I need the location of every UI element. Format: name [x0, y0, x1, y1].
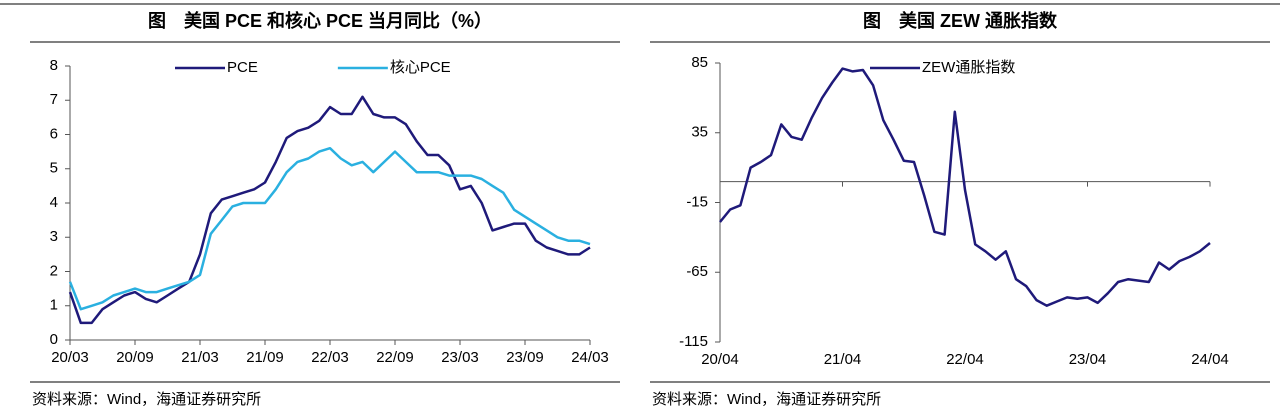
x-tick-label: 23/03 — [441, 349, 479, 366]
x-tick-label: 23/04 — [1069, 351, 1107, 368]
y-tick-label: 1 — [50, 297, 58, 314]
x-tick-label: 21/04 — [824, 351, 862, 368]
x-tick-label: 21/03 — [181, 349, 219, 366]
y-tick-label: 85 — [691, 54, 708, 71]
y-tick-label: 3 — [50, 228, 58, 245]
y-tick-label: 6 — [50, 125, 58, 142]
y-tick-label: -15 — [686, 193, 708, 210]
y-tick-label: -65 — [686, 263, 708, 280]
source-note: 资料来源：Wind，海通证券研究所 — [32, 391, 261, 408]
y-tick-label: 5 — [50, 160, 58, 177]
x-tick-label: 20/09 — [116, 349, 154, 366]
chart-title: 图 美国 ZEW 通胀指数 — [863, 10, 1058, 31]
x-tick-label: 23/09 — [506, 349, 544, 366]
y-tick-label: -115 — [679, 333, 708, 350]
x-tick-label: 20/04 — [701, 351, 739, 368]
x-tick-label: 20/03 — [51, 349, 89, 366]
source-note: 资料来源：Wind，海通证券研究所 — [652, 391, 881, 408]
legend-label: PCE — [227, 59, 258, 76]
x-tick-label: 21/09 — [246, 349, 284, 366]
x-tick-label: 24/04 — [1191, 351, 1229, 368]
legend-label: ZEW通胀指数 — [922, 59, 1015, 76]
x-tick-label: 22/09 — [376, 349, 414, 366]
y-tick-label: 0 — [50, 331, 58, 348]
y-tick-label: 2 — [50, 262, 58, 279]
y-tick-label: 7 — [50, 91, 58, 108]
legend-label: 核心PCE — [390, 59, 451, 76]
y-tick-label: 4 — [50, 194, 58, 211]
x-tick-label: 24/03 — [571, 349, 609, 366]
y-tick-label: 35 — [691, 124, 708, 141]
y-tick-label: 8 — [50, 57, 58, 74]
chart-title: 图 美国 PCE 和核心 PCE 当月同比（%） — [148, 10, 492, 31]
series-line — [719, 67, 1211, 307]
series-line — [68, 95, 591, 325]
x-tick-label: 22/03 — [311, 349, 349, 366]
x-tick-label: 22/04 — [946, 351, 984, 368]
series-line — [68, 146, 591, 311]
